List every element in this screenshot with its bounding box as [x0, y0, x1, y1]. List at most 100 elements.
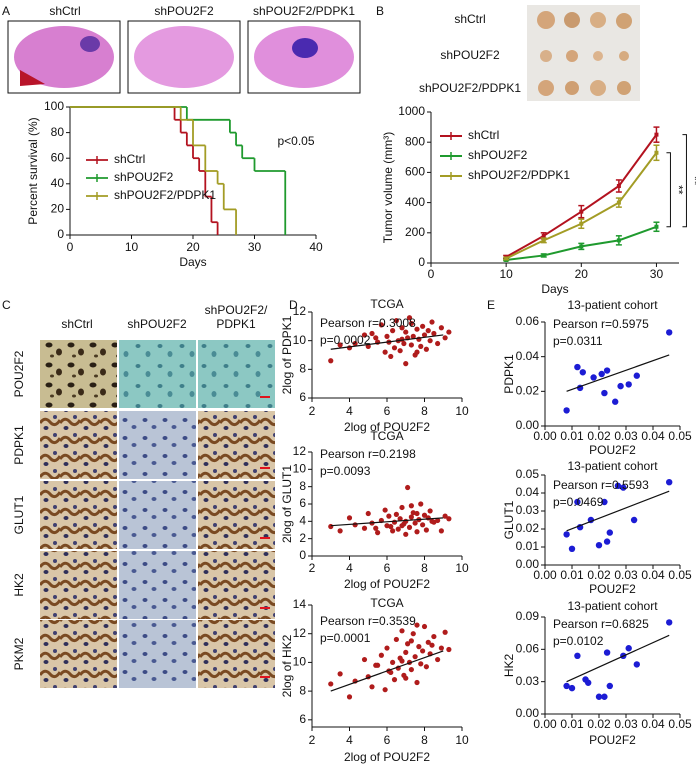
scatter-point — [427, 508, 433, 514]
scatter-point — [446, 646, 452, 653]
scatter-point — [408, 503, 414, 509]
y-tick-label: 1000 — [398, 104, 425, 118]
annotation: Pearson r=0.5593 — [553, 478, 649, 492]
data-point — [579, 221, 584, 226]
y-tick-label: 200 — [405, 225, 425, 239]
scatter-point — [625, 645, 632, 652]
scatter-point — [423, 346, 429, 352]
annotation: p=0.0001 — [320, 631, 371, 645]
scatter-point — [625, 381, 632, 388]
scatter-point — [401, 340, 407, 347]
photo-row-label: shPOU2F2 — [440, 48, 500, 62]
x-tick-label: 2 — [309, 561, 316, 575]
tumor-region — [292, 38, 318, 58]
scatter-point — [435, 517, 441, 524]
scatter-point — [393, 318, 399, 324]
scatter-point — [442, 513, 448, 519]
x-tick-label: 0.04 — [641, 717, 665, 731]
y-tick-label: 8 — [299, 362, 306, 376]
scatter-point — [388, 353, 394, 360]
scatter-point — [633, 372, 640, 379]
scatter-point — [337, 528, 343, 534]
y-tick-label: 12 — [293, 444, 307, 458]
x-tick-label: 10 — [455, 561, 469, 575]
chart: 0 10 20 30 0 200 400 600 800 1000 Days Tumor volume… — [381, 104, 696, 296]
scatter-point — [427, 338, 433, 344]
scatter-point — [373, 662, 379, 668]
significance-label: ** — [671, 185, 685, 195]
x-tick-label: 10 — [499, 267, 513, 281]
ihc-image — [119, 620, 196, 688]
scatter-point — [423, 527, 429, 533]
scatter-point — [421, 623, 428, 630]
y-tick-label: 14 — [293, 597, 307, 611]
y-tick-label: 10 — [293, 462, 307, 476]
ihc-row-label: PDPK1 — [12, 425, 26, 465]
scatter-point — [568, 545, 576, 552]
photo-row-label: shPOU2F2/PDPK1 — [419, 81, 521, 95]
image-label: shCtrl — [49, 4, 80, 18]
scatter-point — [406, 524, 413, 531]
photo-row-label: shCtrl — [454, 12, 485, 26]
x-tick-label: 0.04 — [641, 429, 665, 443]
scatter-point — [408, 514, 414, 520]
scatter-point — [414, 326, 420, 332]
annotation: p=0.0469 — [553, 495, 604, 509]
chart: 2 4 6 8 10 6 8 10 12 14 2log of POU2F2 2log of HK2 T… — [280, 596, 469, 764]
scatter-point — [606, 529, 613, 536]
scatter-point — [397, 348, 403, 354]
ihc-image — [40, 340, 117, 408]
x-tick-label: 8 — [421, 733, 428, 747]
scatter-point — [373, 525, 379, 531]
data-point — [654, 132, 659, 137]
scatter-point — [328, 681, 334, 687]
scatter-point — [337, 342, 343, 348]
x-tick-label: 0.03 — [614, 717, 638, 731]
legend-label: shPOU2F2/PDPK1 — [114, 188, 216, 202]
scatter-point — [438, 325, 444, 331]
scatter-point — [410, 631, 416, 637]
scatter-point — [598, 370, 605, 378]
panel-label: C — [2, 298, 11, 312]
data-point — [579, 209, 584, 214]
panel-label: B — [376, 4, 384, 18]
x-tick-label: 10 — [455, 733, 469, 747]
y-tick-label: 400 — [405, 195, 425, 209]
x-tick-label: 4 — [346, 404, 353, 418]
chart: 0.00 0.01 0.02 0.03 0.04 0.050.000.010.020.03… — [502, 459, 692, 596]
scatter-point — [384, 333, 390, 339]
scatter-point — [408, 320, 414, 327]
y-tick-label: 0.02 — [516, 521, 540, 535]
scatter-point — [390, 659, 396, 666]
x-tick-label: 0.02 — [587, 429, 611, 443]
chart-title: 13-patient cohort — [567, 298, 658, 312]
regression-line — [566, 490, 670, 532]
chart-title: 13-patient cohort — [567, 459, 658, 473]
x-tick-label: 10 — [125, 240, 139, 254]
x-axis-label: 2log of POU2F2 — [344, 577, 430, 591]
x-axis-label: POU2F2 — [589, 582, 636, 596]
scatter-point — [418, 501, 424, 507]
image-label: shPOU2F2/PDPK1 — [253, 4, 355, 18]
y-tick-label: 800 — [405, 134, 425, 148]
scatter-point — [630, 516, 638, 524]
data-point — [616, 200, 621, 205]
scatter-point — [574, 498, 581, 506]
scatter-point — [403, 329, 409, 335]
scatter-point — [595, 693, 603, 700]
scatter-point — [397, 516, 403, 522]
scatter-point — [601, 498, 608, 506]
significance-label: ** — [687, 176, 696, 186]
x-tick-label: 0.03 — [614, 429, 638, 443]
x-tick-label: 8 — [421, 561, 428, 575]
y-tick-label: 40 — [51, 176, 65, 190]
y-tick-label: 6 — [299, 496, 306, 510]
y-tick-label: 12 — [293, 304, 307, 318]
y-tick-label: 2 — [299, 531, 306, 545]
ihc-column-header: shPOU2F2/ PDPK1 — [204, 303, 268, 331]
scatter-point — [563, 531, 570, 538]
chart: 2 4 6 8 10 6 8 10 12 2log of POU2F2 2log of PDPK1 T… — [280, 297, 469, 434]
scatter-point — [620, 484, 627, 491]
scatter-point — [412, 654, 418, 660]
